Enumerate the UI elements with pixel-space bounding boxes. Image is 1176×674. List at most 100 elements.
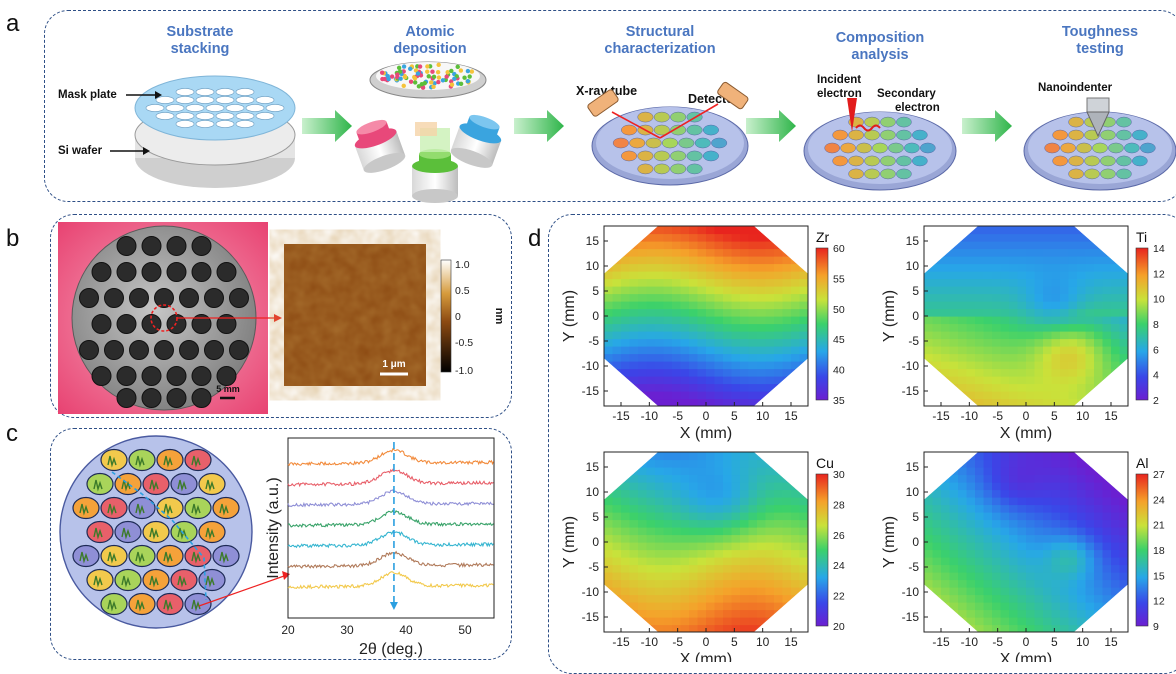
- label-incident: Incident: [817, 74, 862, 86]
- map-colorbar-tick: 12: [1153, 596, 1165, 608]
- scale-label-1um: 1 μm: [382, 359, 405, 370]
- map-colorbar-tick: 40: [833, 365, 845, 377]
- map-colorbar-tick: 27: [1153, 469, 1165, 481]
- deposition-icon: [354, 61, 502, 203]
- map-colorbar-tick: 6: [1153, 344, 1159, 356]
- map-ytick: 0: [912, 309, 919, 323]
- map-ytick: 15: [906, 460, 920, 474]
- map-colorbar-tick: 12: [1153, 268, 1165, 280]
- map-xtick: -5: [992, 409, 1003, 423]
- map-colorbar-tick: 8: [1153, 319, 1159, 331]
- composition-map-cu: -15 -10 -5 0 5 10 15 15 10 5 0 -5 -10 -15 X (mm) Y (mm)…: [561, 451, 845, 662]
- panel-c-illustration: 20 30 40 50 2θ (deg.) Intensity (a.u.): [59, 435, 495, 658]
- map-xtick: 15: [1104, 409, 1118, 423]
- map-xlabel: X (mm): [1000, 651, 1052, 662]
- map-colorbar-tick: 24: [833, 560, 845, 572]
- map-colorbar-tick: 24: [1153, 494, 1165, 506]
- map-colorbar-tick: 20: [833, 621, 845, 633]
- map-colorbar-title: Zr: [816, 229, 830, 245]
- map-ytick: -15: [582, 610, 600, 624]
- map-xlabel: X (mm): [1000, 425, 1052, 442]
- map-colorbar-tick: 2: [1153, 395, 1159, 407]
- map-colorbar-tick: 30: [833, 469, 845, 481]
- xrd-series-line: [287, 489, 494, 508]
- step-composition-analysis: Composition analysis: [835, 30, 925, 63]
- map-ytick: -15: [902, 610, 920, 624]
- map-ytick: 15: [906, 234, 920, 248]
- map-xtick: 5: [1051, 635, 1058, 649]
- map-ytick: -10: [582, 585, 600, 599]
- label-secondary-electron: electron: [895, 102, 940, 114]
- panel-letter-b: b: [6, 225, 20, 252]
- afm-cbar-tick: -1.0: [455, 365, 473, 377]
- map-xtick: 10: [1076, 409, 1090, 423]
- label-incident-electron: electron: [817, 88, 862, 100]
- map-colorbar-tick: 18: [1153, 545, 1165, 557]
- map-colorbar-tick: 28: [833, 499, 845, 511]
- map-xtick: 5: [731, 635, 738, 649]
- map-xtick: -15: [932, 409, 950, 423]
- afm-cbar-tick: 0.5: [455, 285, 470, 297]
- map-ytick: -10: [902, 585, 920, 599]
- map-xtick: -10: [641, 635, 659, 649]
- step-atomic-deposition: Atomic deposition: [393, 24, 467, 57]
- map-ytick: 5: [592, 510, 599, 524]
- map-colorbar-tick: 9: [1153, 621, 1159, 633]
- afm-unit-label: nm: [493, 308, 504, 325]
- process-illustration: [110, 61, 1176, 203]
- label-xray-tube: X-ray tube: [576, 84, 638, 98]
- map-ytick: 10: [906, 259, 920, 273]
- map-xtick: 0: [1023, 635, 1030, 649]
- xrd-series-line: [287, 550, 494, 569]
- map-xtick: -10: [961, 409, 979, 423]
- map-ylabel: Y (mm): [561, 516, 578, 568]
- map-xlabel: X (mm): [680, 651, 732, 662]
- xrd-xtick: 50: [458, 623, 472, 637]
- map-ytick: -10: [582, 359, 600, 373]
- map-ytick: -5: [588, 560, 599, 574]
- map-colorbar-tick: 21: [1153, 520, 1165, 532]
- panel-b-frame: [50, 214, 512, 418]
- map-xtick: 10: [756, 635, 770, 649]
- map-xtick: 0: [1023, 409, 1030, 423]
- xrd-series-line: [287, 447, 495, 467]
- flow-arrows: [302, 110, 1012, 142]
- map-colorbar-tick: 45: [833, 334, 845, 346]
- map-xtick: -5: [672, 409, 683, 423]
- map-ytick: 0: [912, 535, 919, 549]
- step-toughness-testing: Toughness testing: [1061, 24, 1139, 57]
- map-xtick: 15: [784, 635, 798, 649]
- map-ytick: 5: [912, 284, 919, 298]
- substrate-stack-icon: [110, 75, 296, 188]
- step-substrate-stacking: Substrate stacking: [166, 24, 234, 57]
- label-mask-plate: Mask plate: [58, 89, 117, 101]
- map-xlabel: X (mm): [680, 425, 732, 442]
- map-ytick: 10: [586, 259, 600, 273]
- map-xtick: 10: [1076, 635, 1090, 649]
- map-colorbar-tick: 26: [833, 530, 845, 542]
- xrd-series-line: [287, 530, 494, 549]
- map-colorbar-tick: 10: [1153, 294, 1165, 306]
- map-ytick: 0: [592, 535, 599, 549]
- map-xtick: 15: [1104, 635, 1118, 649]
- map-xtick: 10: [756, 409, 770, 423]
- xrd-ylabel: Intensity (a.u.): [265, 477, 282, 578]
- map-colorbar-tick: 22: [833, 591, 845, 603]
- map-ytick: -15: [582, 384, 600, 398]
- map-colorbar-title: Ti: [1136, 229, 1147, 245]
- map-ytick: -5: [908, 334, 919, 348]
- xrd-series-line: [287, 468, 494, 488]
- panel-d-maps: -15 -10 -5 0 5 10 15 15 10 5 0 -5 -10 -15 X (mm) Y (mm)…: [561, 225, 1165, 662]
- map-ytick: -5: [908, 560, 919, 574]
- eds-wafer-icon: [803, 98, 957, 191]
- afm-colorbar: [440, 259, 452, 373]
- panel-letter-a: a: [6, 10, 20, 37]
- map-xtick: 0: [703, 635, 710, 649]
- map-ytick: 5: [592, 284, 599, 298]
- map-ytick: 10: [906, 485, 920, 499]
- panel-c-frame: [50, 428, 512, 660]
- map-xtick: -15: [612, 409, 630, 423]
- panel-a-frame: [44, 10, 1176, 202]
- map-colorbar-tick: 55: [833, 273, 845, 285]
